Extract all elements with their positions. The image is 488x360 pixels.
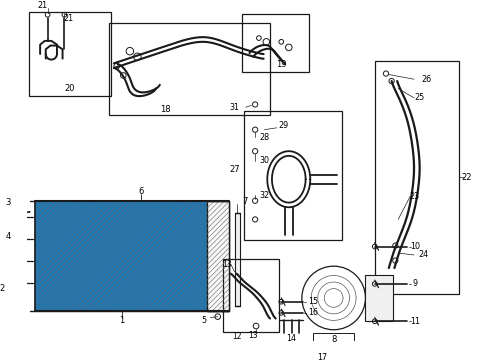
Text: 12: 12 (232, 332, 242, 341)
Bar (374, 60, 458, 294)
Bar (35, 201, 228, 311)
Text: 27: 27 (229, 165, 240, 174)
Circle shape (21, 260, 25, 263)
Text: 29: 29 (278, 121, 288, 130)
Text: 15: 15 (307, 297, 318, 306)
Bar (109, 23, 269, 115)
Text: 17: 17 (317, 353, 327, 360)
Bar (223, 259, 279, 332)
Text: 8: 8 (330, 334, 336, 343)
Bar (242, 14, 309, 72)
Text: 7: 7 (242, 197, 247, 206)
Text: 25: 25 (414, 93, 424, 102)
Text: 30: 30 (259, 156, 269, 165)
Text: 2: 2 (0, 284, 4, 293)
Text: 32: 32 (259, 190, 269, 199)
Bar (206, 201, 228, 311)
Bar (234, 213, 239, 306)
Text: 1: 1 (119, 316, 124, 325)
Text: 5: 5 (201, 316, 206, 325)
Text: 9: 9 (411, 279, 417, 288)
Text: 3: 3 (6, 198, 11, 207)
Circle shape (301, 266, 365, 330)
Text: 24: 24 (417, 251, 427, 260)
Text: 13: 13 (222, 260, 231, 269)
Text: 31: 31 (229, 103, 239, 112)
Text: 6: 6 (139, 187, 144, 196)
Bar (35, 201, 228, 311)
Text: 14: 14 (286, 334, 296, 343)
Text: 22: 22 (460, 173, 470, 182)
Bar (29, 12, 111, 96)
Bar (365, 275, 393, 321)
Text: 13: 13 (248, 331, 258, 340)
Text: 20: 20 (64, 84, 75, 93)
Text: 16: 16 (307, 309, 317, 318)
Bar (312, 333, 353, 347)
Circle shape (21, 282, 25, 285)
Text: 19: 19 (276, 60, 286, 69)
Text: 18: 18 (160, 105, 170, 114)
Text: 21: 21 (63, 14, 73, 23)
Text: 23: 23 (408, 192, 418, 201)
Text: 28: 28 (259, 133, 269, 142)
Text: 10: 10 (409, 242, 419, 251)
Text: 26: 26 (420, 75, 430, 84)
Circle shape (21, 238, 25, 241)
Bar (244, 111, 342, 240)
Text: 11: 11 (409, 317, 419, 326)
Circle shape (21, 215, 25, 219)
Text: 4: 4 (6, 231, 11, 240)
Text: 21: 21 (38, 1, 48, 10)
